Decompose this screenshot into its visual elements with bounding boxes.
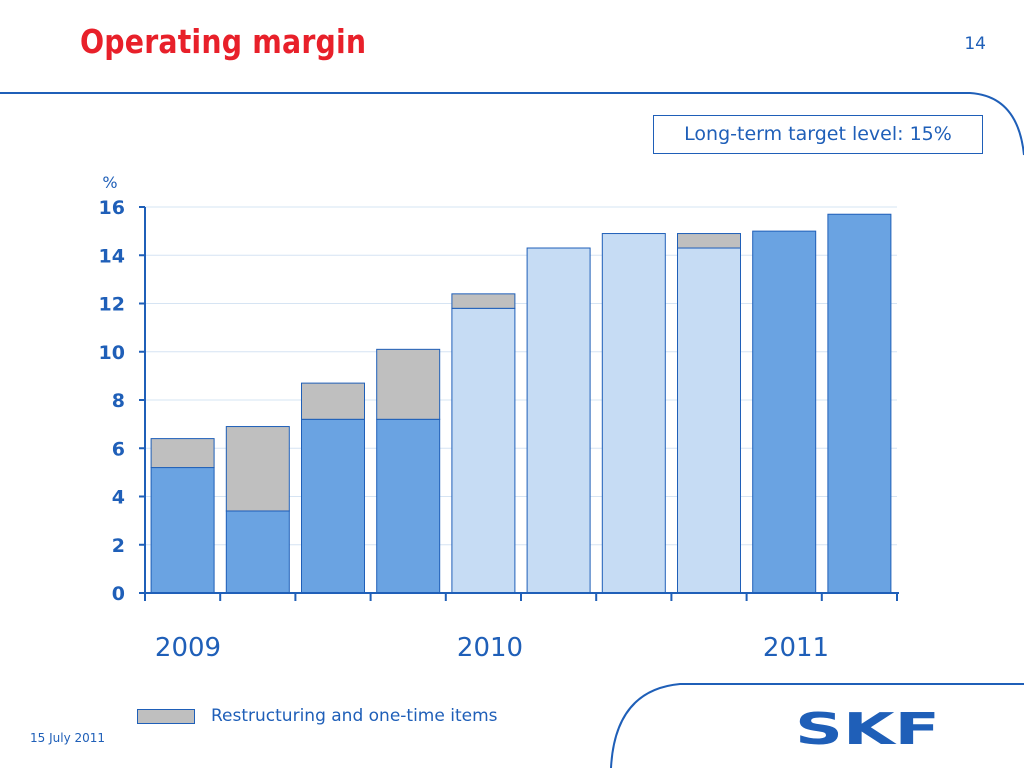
page-number: 14 (964, 34, 986, 54)
bar-operating-margin (301, 418, 365, 594)
y-tick-label: 0 (112, 583, 125, 605)
slide-title: Operating margin (80, 22, 367, 61)
y-tick-label: 2 (112, 535, 125, 557)
year-label: 2011 (763, 633, 829, 663)
bar-operating-margin (601, 233, 666, 594)
bar-restructuring (376, 348, 441, 420)
bar-operating-margin (752, 230, 817, 594)
y-tick-label: 10 (99, 342, 125, 364)
bar-operating-margin (526, 247, 591, 594)
footer-curve-line (610, 683, 1024, 768)
chart-legend: Restructuring and one-time items (137, 706, 498, 726)
y-tick-label: 16 (99, 197, 125, 219)
bar-operating-margin (150, 467, 215, 594)
y-tick-label: 14 (99, 245, 125, 267)
y-tick-label: 12 (99, 294, 125, 316)
header-curve-line (0, 92, 1024, 156)
bar-operating-margin (376, 418, 441, 594)
y-tick-label: 8 (112, 390, 125, 412)
bar-operating-margin (225, 510, 290, 594)
bar-operating-margin (827, 213, 892, 594)
bar-restructuring (301, 382, 365, 420)
skf-logo-text: SKF (795, 708, 940, 748)
year-label: 2010 (457, 633, 523, 663)
bar-restructuring (677, 233, 741, 249)
bar-restructuring (225, 426, 290, 512)
skf-logo: SKF (795, 708, 940, 748)
bar-operating-margin (677, 247, 741, 594)
legend-swatch-restructuring (137, 708, 195, 724)
bar-operating-margin (451, 307, 516, 594)
y-tick-label: 4 (112, 487, 125, 509)
y-axis-unit-label: % (102, 173, 117, 192)
slide-date: 15 July 2011 (30, 731, 106, 745)
target-level-note: Long-term target level: 15% (653, 115, 983, 154)
year-label: 2009 (155, 633, 221, 663)
bar-restructuring (150, 438, 215, 469)
y-tick-label: 6 (112, 438, 125, 460)
bar-restructuring (451, 293, 516, 309)
legend-label-restructuring: Restructuring and one-time items (211, 706, 498, 726)
